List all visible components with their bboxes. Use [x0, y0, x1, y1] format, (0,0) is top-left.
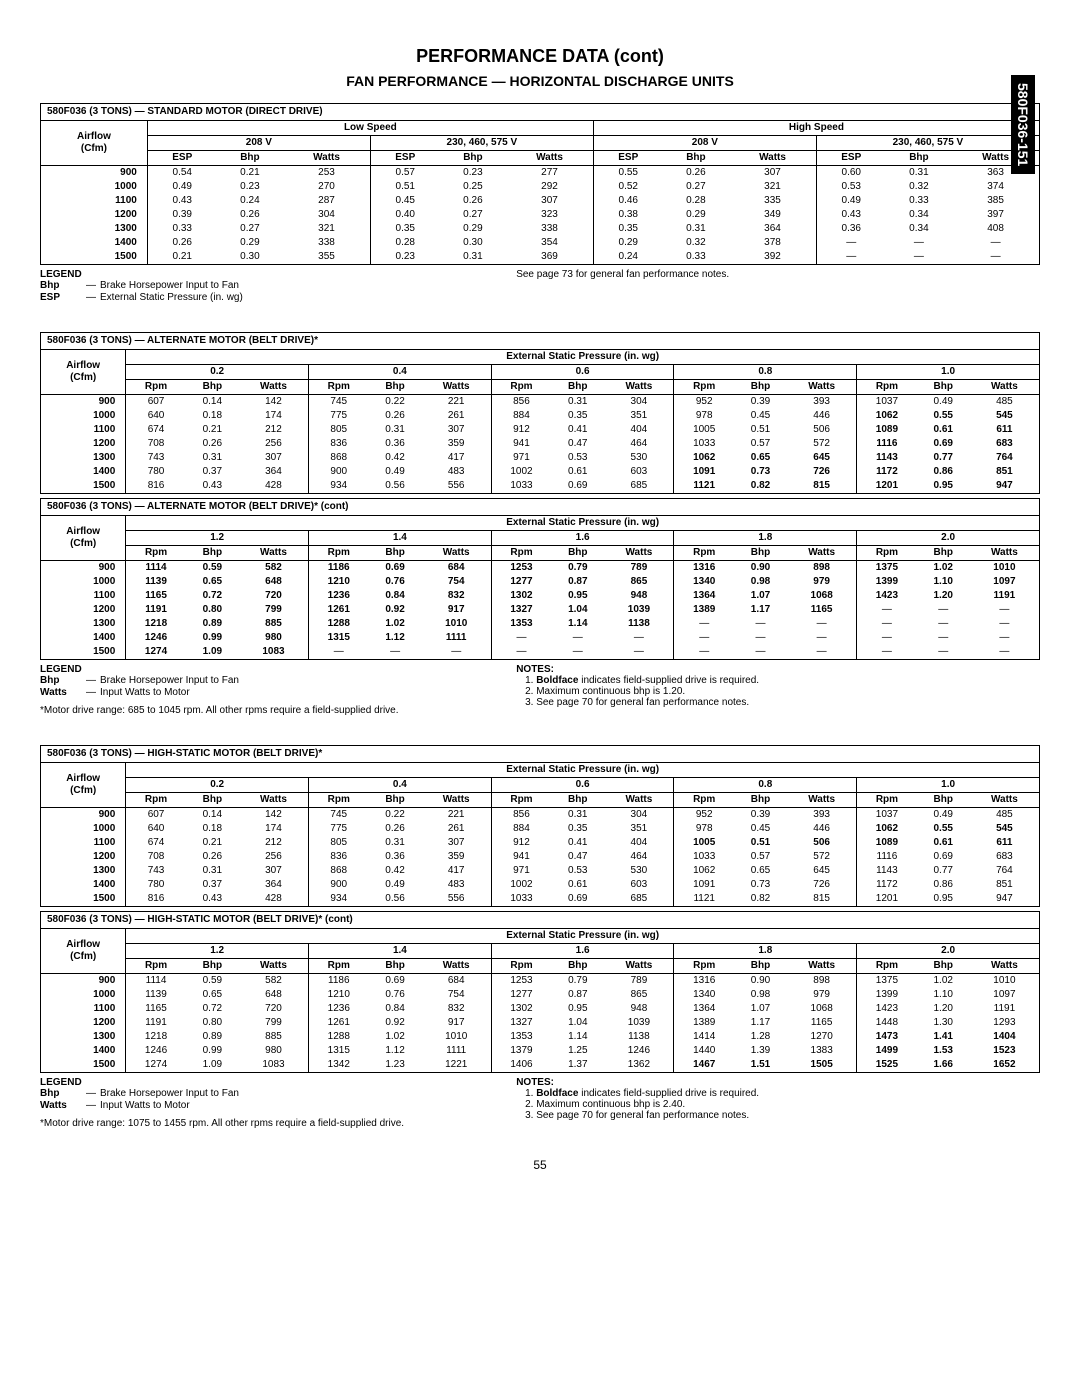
table-alt-motor-1: 580F036 (3 TONS) — ALTERNATE MOTOR (BELT…	[40, 332, 1040, 494]
sidebar-tab: 580F036-151	[1011, 75, 1035, 174]
footnote: *Motor drive range: 1075 to 1455 rpm. Al…	[40, 1118, 486, 1130]
table-standard-motor: 580F036 (3 TONS) — STANDARD MOTOR (DIREC…	[40, 103, 1040, 265]
footnote: *Motor drive range: 685 to 1045 rpm. All…	[40, 705, 486, 717]
legend-title: LEGEND	[40, 1077, 486, 1088]
page-title: PERFORMANCE DATA (cont)	[40, 46, 1040, 67]
legend-title: LEGEND	[40, 664, 486, 675]
notes-title: NOTES:	[516, 1077, 1040, 1088]
table-alt-motor-2: 580F036 (3 TONS) — ALTERNATE MOTOR (BELT…	[40, 498, 1040, 660]
table-high-static-2: 580F036 (3 TONS) — HIGH-STATIC MOTOR (BE…	[40, 911, 1040, 1073]
table-high-static-1: 580F036 (3 TONS) — HIGH-STATIC MOTOR (BE…	[40, 745, 1040, 907]
page-number: 55	[40, 1158, 1040, 1172]
section-subtitle: FAN PERFORMANCE — HORIZONTAL DISCHARGE U…	[40, 73, 1040, 89]
notes-title: NOTES:	[516, 664, 1040, 675]
legend-title: LEGEND	[40, 269, 486, 280]
table1-side-note: See page 73 for general fan performance …	[516, 269, 1040, 304]
